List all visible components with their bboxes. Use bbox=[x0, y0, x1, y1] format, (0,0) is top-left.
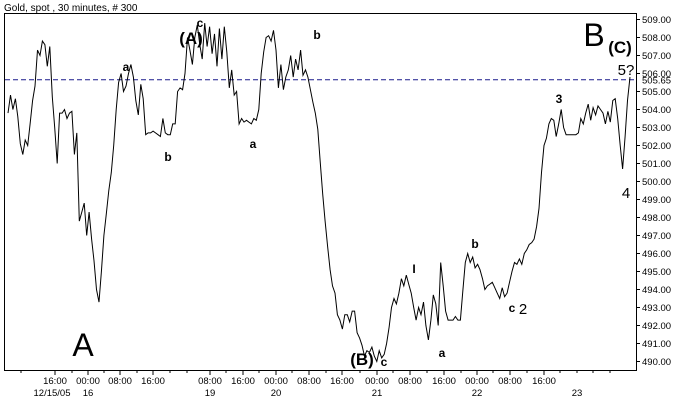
y-tick-label: 498.00 bbox=[642, 213, 671, 224]
y-tick-label: 496.00 bbox=[642, 249, 671, 260]
y-tick-label: 502.00 bbox=[642, 141, 671, 152]
y-tick-label: 492.00 bbox=[642, 321, 671, 332]
y-tick-label: 497.00 bbox=[642, 231, 671, 242]
y-tick-label: 493.00 bbox=[642, 303, 671, 314]
x-axis: 16:00 00:00 08:00 16:00 08:00 16:00 00:00 08:00… bbox=[20, 370, 611, 399]
y-tick-label: 499.00 bbox=[642, 195, 671, 206]
price-series-group bbox=[7, 23, 631, 364]
wave-label: 4 bbox=[622, 185, 630, 202]
x-tick-label-time: 16:00 bbox=[330, 376, 354, 387]
y-tick-label: 494.00 bbox=[642, 285, 671, 296]
x-tick-label-date: 12/15/05 bbox=[34, 388, 71, 399]
wave-label: b bbox=[164, 150, 171, 164]
x-tick-label-time: 08:00 bbox=[498, 376, 522, 387]
x-tick-label-time: 08:00 bbox=[198, 376, 222, 387]
wave-label: b bbox=[313, 28, 320, 42]
x-tick-label-time: 08:00 bbox=[297, 376, 321, 387]
wave-label: (C) bbox=[608, 38, 632, 57]
wave-label: (A) bbox=[179, 29, 203, 48]
y-tick-label: 508.00 bbox=[642, 33, 671, 44]
x-tick-label-date: 16 bbox=[83, 388, 94, 399]
x-tick-label-time: 08:00 bbox=[398, 376, 422, 387]
y-tick-label: 490.00 bbox=[642, 357, 671, 368]
wave-label: A bbox=[72, 327, 94, 363]
wave-label: B bbox=[583, 17, 604, 53]
chart-title: Gold, spot , 30 minutes, # 300 bbox=[4, 3, 138, 14]
x-tick-label-time: 08:00 bbox=[108, 376, 132, 387]
wave-label: a bbox=[250, 137, 257, 151]
wave-label: a bbox=[123, 60, 130, 74]
x-tick-label-date: 22 bbox=[472, 388, 483, 399]
y-tick-label: 505.00 bbox=[642, 87, 671, 98]
wave-label: c bbox=[381, 355, 388, 369]
x-tick-label-date: 19 bbox=[205, 388, 216, 399]
wave-label: 5? bbox=[618, 62, 635, 79]
y-tick-label: 506.00 bbox=[642, 69, 671, 80]
x-tick-label-date: 23 bbox=[572, 388, 583, 399]
plot-frame bbox=[4, 13, 637, 371]
x-tick-label-date: 21 bbox=[372, 388, 383, 399]
x-tick-label-time: 16:00 bbox=[43, 376, 67, 387]
x-tick-label-time: 00:00 bbox=[76, 376, 100, 387]
wave-label: a bbox=[439, 346, 446, 360]
x-tick-label-time: 00:00 bbox=[365, 376, 389, 387]
y-tick-label: 491.00 bbox=[642, 339, 671, 350]
wave-label: c bbox=[509, 301, 516, 315]
wave-label: b bbox=[471, 237, 478, 251]
reference-line-group: 505.65 bbox=[5, 75, 671, 86]
y-tick-label: 495.00 bbox=[642, 267, 671, 278]
y-tick-label: 503.00 bbox=[642, 123, 671, 134]
x-tick-label-time: 00:00 bbox=[465, 376, 489, 387]
y-axis: 509.00 508.00 507.00 506.00 505.00 504.00 503.… bbox=[636, 15, 671, 368]
wave-label: I bbox=[412, 262, 415, 276]
y-tick-label: 507.00 bbox=[642, 51, 671, 62]
x-tick-label-date: 20 bbox=[271, 388, 282, 399]
wave-label: c bbox=[197, 16, 204, 30]
x-tick-label-time: 00:00 bbox=[264, 376, 288, 387]
y-tick-label: 509.00 bbox=[642, 15, 671, 26]
wave-label: (B) bbox=[350, 350, 374, 369]
y-tick-label: 501.00 bbox=[642, 159, 671, 170]
y-tick-label: 504.00 bbox=[642, 105, 671, 116]
x-tick-label-time: 16:00 bbox=[432, 376, 456, 387]
reference-line-label: 505.65 bbox=[642, 75, 671, 86]
x-tick-label-time: 16:00 bbox=[532, 376, 556, 387]
wave-label: 3 bbox=[556, 92, 563, 106]
x-tick-label-time: 16:00 bbox=[231, 376, 255, 387]
x-tick-label-time: 16:00 bbox=[141, 376, 165, 387]
y-tick-label: 500.00 bbox=[642, 177, 671, 188]
wave-label: 2 bbox=[519, 301, 527, 318]
price-line bbox=[7, 23, 631, 364]
